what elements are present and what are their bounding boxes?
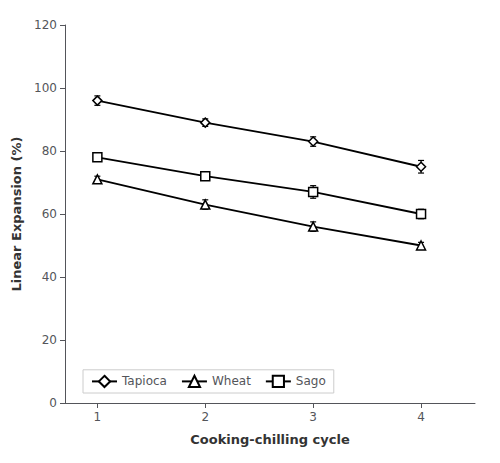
- svg-text:Cooking-chilling cycle: Cooking-chilling cycle: [190, 432, 350, 447]
- svg-text:0: 0: [49, 396, 57, 410]
- svg-text:3: 3: [309, 410, 317, 424]
- svg-text:40: 40: [42, 270, 57, 284]
- svg-text:Linear Expansion (%): Linear Expansion (%): [9, 137, 24, 292]
- svg-text:1: 1: [94, 410, 102, 424]
- svg-text:100: 100: [34, 81, 57, 95]
- svg-text:4: 4: [417, 410, 425, 424]
- svg-text:20: 20: [42, 333, 57, 347]
- svg-text:60: 60: [42, 207, 57, 221]
- svg-text:80: 80: [42, 144, 57, 158]
- svg-text:120: 120: [34, 18, 57, 32]
- svg-text:Sago: Sago: [296, 374, 326, 388]
- svg-text:Tapioca: Tapioca: [121, 374, 167, 388]
- svg-text:Wheat: Wheat: [212, 374, 251, 388]
- svg-text:2: 2: [201, 410, 209, 424]
